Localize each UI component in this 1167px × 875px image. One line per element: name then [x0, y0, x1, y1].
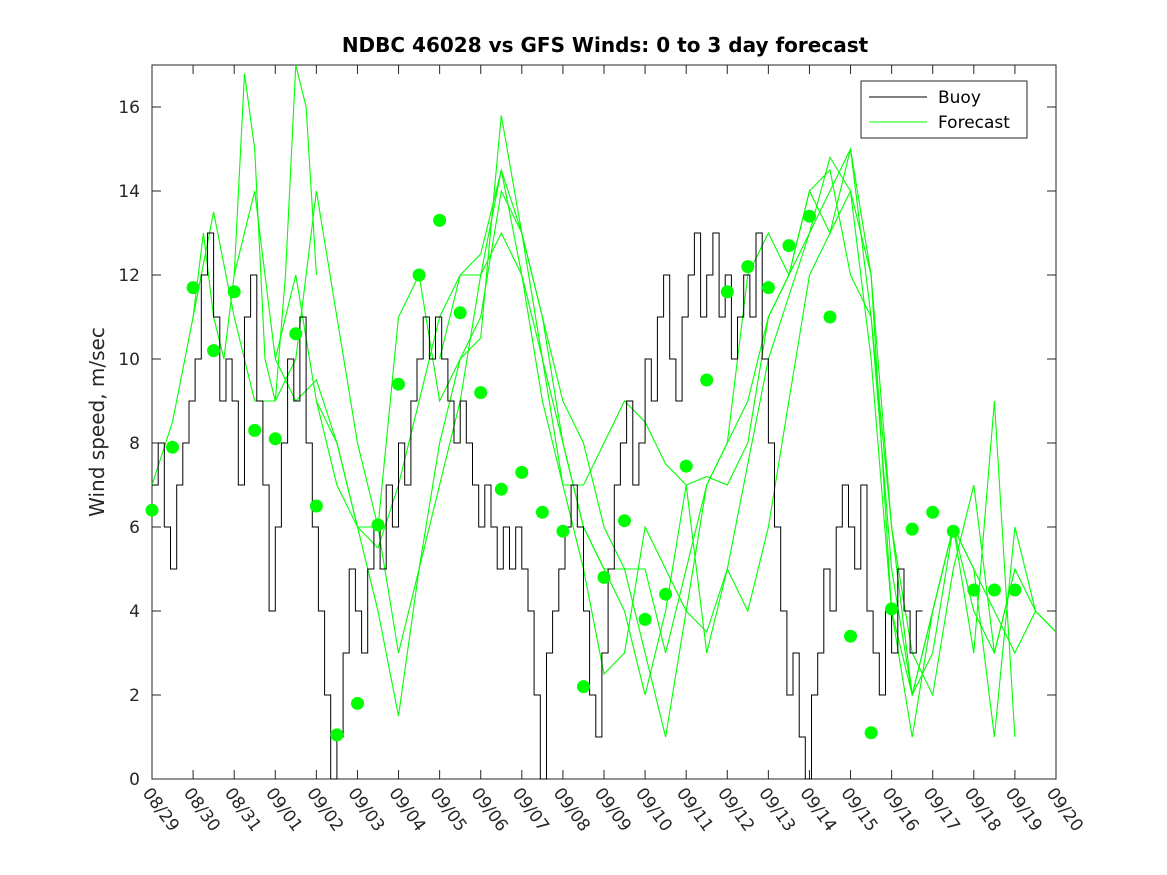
chart-title: NDBC 46028 vs GFS Winds: 0 to 3 day fore…: [342, 33, 869, 57]
legend: Buoy Forecast: [860, 80, 1028, 139]
forecast-point: [330, 728, 344, 742]
legend-buoy-label: Buoy: [938, 88, 981, 108]
legend-box: [860, 80, 1028, 139]
x-tick-label: 09/18: [960, 784, 1005, 835]
forecast-point: [782, 239, 796, 253]
forecast-point: [700, 373, 714, 387]
forecast-point: [556, 524, 570, 538]
x-tick-label: 09/17: [919, 784, 964, 835]
forecast-point: [638, 612, 652, 626]
forecast-point: [248, 423, 262, 437]
buoy-series: [152, 232, 923, 780]
forecast-point: [618, 514, 631, 528]
forecast-points: [145, 209, 1022, 742]
forecast-point: [515, 465, 529, 479]
y-tick-label: 6: [129, 518, 140, 538]
legend-forecast-label: Forecast: [938, 113, 1010, 133]
forecast-point: [905, 522, 919, 536]
y-tick-label: 4: [129, 602, 140, 622]
forecast-point: [412, 268, 426, 282]
x-tick-label: 09/14: [795, 784, 840, 835]
y-tick-label: 2: [129, 686, 140, 706]
forecast-point: [453, 306, 467, 320]
x-tick-label: 09/11: [672, 784, 717, 835]
forecast-point: [145, 503, 159, 517]
forecast-point: [885, 602, 899, 616]
y-tick-label: 10: [118, 350, 140, 370]
y-axis-label: Wind speed, m/sec: [85, 327, 109, 517]
y-axis: 0 2 4 6 8 10 12 14 16: [118, 98, 1056, 790]
forecast-point: [659, 587, 673, 601]
x-tick-label: 09/09: [590, 784, 635, 835]
x-tick-label: 09/05: [426, 784, 471, 835]
forecast-point: [679, 459, 693, 473]
x-tick-label: 09/07: [508, 784, 553, 835]
forecast-point: [720, 285, 734, 299]
x-tick-label: 09/01: [261, 784, 306, 835]
forecast-point: [803, 209, 816, 223]
forecast-point: [761, 281, 775, 295]
x-tick-label: 08/30: [179, 784, 224, 835]
y-tick-label: 0: [129, 770, 140, 790]
forecast-point: [392, 377, 405, 391]
y-tick-label: 12: [118, 266, 140, 286]
y-tick-label: 8: [129, 434, 140, 454]
forecast-point: [186, 281, 200, 295]
forecast-point: [207, 344, 221, 358]
plot-area: [151, 64, 1057, 780]
forecast-line-4: [274, 148, 1037, 738]
x-tick-label: 09/12: [713, 784, 758, 835]
forecast-point: [967, 583, 981, 597]
forecast-point: [926, 505, 940, 519]
x-tick-label: 09/02: [302, 784, 347, 835]
forecast-point: [289, 327, 303, 341]
forecast-point: [309, 499, 323, 513]
x-tick-label: 08/29: [138, 784, 183, 835]
forecast-point: [597, 570, 611, 584]
forecast-point: [535, 505, 549, 519]
forecast-line-6: [439, 167, 1016, 697]
y-tick-label: 14: [118, 182, 140, 202]
forecast-point: [474, 386, 488, 400]
forecast-point: [351, 696, 364, 710]
y-tick-label: 16: [118, 98, 140, 118]
forecast-point: [268, 432, 282, 446]
x-tick-label: 09/13: [754, 784, 799, 835]
forecast-point: [1008, 583, 1022, 597]
x-tick-label: 09/10: [631, 784, 676, 835]
forecast-point: [433, 213, 447, 227]
forecast-point: [987, 583, 1001, 597]
x-tick-label: 08/31: [220, 784, 265, 835]
buoy-line: [152, 232, 923, 780]
x-tick-label: 09/20: [1042, 784, 1087, 835]
x-tick-label: 09/15: [837, 784, 882, 835]
x-tick-label: 09/06: [467, 784, 512, 835]
forecast-point: [166, 440, 179, 454]
x-tick-label: 09/16: [878, 784, 923, 835]
forecast-point: [823, 310, 837, 324]
forecast-point: [371, 518, 385, 532]
forecast-point: [844, 629, 857, 643]
forecast-point: [946, 524, 960, 538]
forecast-point: [741, 260, 755, 274]
x-tick-label: 09/08: [549, 784, 594, 835]
forecast-point: [864, 726, 878, 740]
forecast-point: [577, 680, 590, 694]
x-tick-label: 09/04: [385, 784, 430, 835]
forecast-point: [494, 482, 508, 496]
x-tick-label: 09/19: [1001, 784, 1046, 835]
forecast-series: [151, 64, 1057, 738]
forecast-point: [227, 285, 241, 299]
x-tick-label: 09/03: [343, 784, 388, 835]
